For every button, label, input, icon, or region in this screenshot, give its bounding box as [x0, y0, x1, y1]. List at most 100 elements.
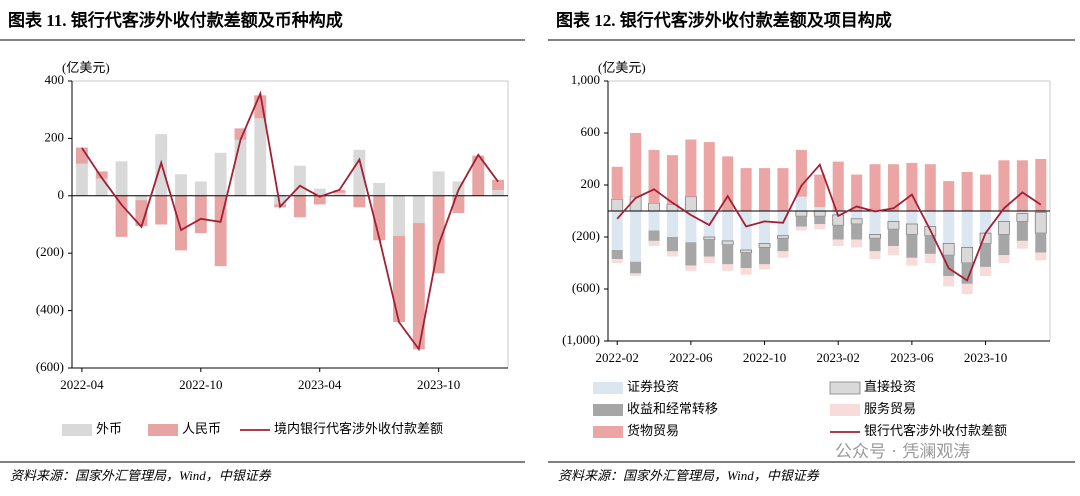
legend-label: 收益和经常转移 — [627, 401, 718, 416]
legend-swatch — [829, 381, 861, 395]
bar — [194, 195, 207, 234]
bar — [254, 95, 267, 119]
bar — [648, 202, 660, 212]
bar — [942, 243, 955, 256]
bar — [685, 242, 697, 266]
bar — [869, 164, 881, 211]
chart-title: 图表 11. 银行代客涉外收付款差额及币种构成 — [8, 10, 343, 30]
bar — [851, 211, 863, 219]
bar — [135, 195, 148, 201]
bar — [758, 243, 771, 248]
bar — [685, 265, 697, 271]
bar — [703, 256, 715, 263]
bar — [666, 251, 678, 257]
bars — [75, 95, 505, 350]
bar — [412, 195, 425, 224]
legend-swatch — [830, 404, 860, 416]
x-tick-label: 2022-10 — [179, 377, 222, 392]
bar — [175, 174, 187, 196]
y-tick-label: 1,000 — [571, 72, 600, 87]
bar — [432, 195, 445, 274]
bar — [611, 259, 623, 263]
bar — [234, 139, 247, 196]
bar — [313, 188, 326, 196]
bar — [722, 264, 734, 271]
bar — [1016, 211, 1028, 214]
legend-swatch — [593, 426, 623, 438]
x-tick-label: 2022-10 — [743, 350, 786, 365]
bar — [740, 211, 752, 250]
bar — [961, 263, 973, 284]
bar — [254, 118, 267, 196]
bar — [722, 211, 734, 241]
bar — [887, 164, 899, 211]
bar — [998, 234, 1010, 256]
bar — [814, 174, 826, 208]
y-tick-label: (600) — [36, 359, 64, 374]
legend-swatch — [593, 382, 623, 394]
bar — [906, 211, 918, 224]
y-tick-label: (400) — [36, 302, 64, 317]
legend-label: 货物贸易 — [627, 423, 679, 438]
bar — [1035, 159, 1047, 211]
bar — [353, 149, 366, 196]
bar — [234, 128, 247, 140]
bars — [611, 133, 1047, 295]
source: 资料来源：国家外汇管理局，Wind，中银证券 — [558, 468, 820, 483]
bar — [648, 211, 660, 231]
bar — [943, 255, 955, 276]
bar — [313, 195, 326, 205]
bar — [795, 210, 808, 217]
bar — [293, 165, 306, 196]
y-tick-label: (600) — [572, 280, 600, 295]
bar — [1016, 160, 1028, 211]
bar — [759, 211, 771, 244]
bar — [740, 268, 752, 275]
bar — [961, 172, 973, 211]
bar — [1016, 213, 1029, 222]
bar — [759, 247, 771, 265]
bar — [452, 195, 465, 214]
x-tick-label: 2023-04 — [298, 377, 342, 392]
legend-label: 外币 — [96, 421, 122, 436]
bar — [666, 237, 678, 252]
bar — [492, 190, 505, 196]
bar — [943, 276, 955, 287]
bar — [906, 162, 918, 211]
legend-label: 境内银行代客涉外收付款差额 — [274, 421, 443, 436]
bar — [832, 211, 844, 215]
bar — [685, 211, 697, 243]
bar — [777, 168, 789, 211]
bar — [630, 211, 642, 262]
y-tick-label: 400 — [45, 72, 65, 87]
y-tick-label: 600 — [581, 124, 601, 139]
bar — [293, 195, 306, 218]
legend-label: 证券投资 — [627, 379, 679, 394]
bar — [943, 181, 955, 211]
bar — [75, 163, 88, 196]
bar — [759, 264, 771, 270]
bar — [393, 195, 405, 236]
bar — [905, 223, 918, 235]
x-tick-label: 2022-06 — [669, 350, 713, 365]
bar — [832, 225, 844, 240]
bar — [740, 168, 752, 211]
chart-title: 图表 12. 银行代客涉外收付款差额及项目构成 — [556, 10, 892, 30]
bar — [492, 180, 505, 191]
bar — [95, 171, 108, 179]
bar — [814, 224, 826, 230]
bar — [869, 238, 881, 252]
bar — [333, 192, 346, 196]
bar — [1035, 252, 1047, 261]
legend-label: 银行代客涉外收付款差额 — [864, 423, 1007, 438]
bar — [412, 223, 425, 350]
y-tick-label: (200) — [572, 228, 600, 243]
bar — [115, 161, 128, 196]
x-tick-label: 2023-06 — [890, 350, 934, 365]
y-tick-label: 0 — [58, 187, 65, 202]
line — [81, 90, 499, 352]
bar — [906, 257, 918, 266]
bar — [887, 220, 900, 230]
bar — [1035, 233, 1047, 253]
legend-label: 服务贸易 — [864, 401, 916, 416]
